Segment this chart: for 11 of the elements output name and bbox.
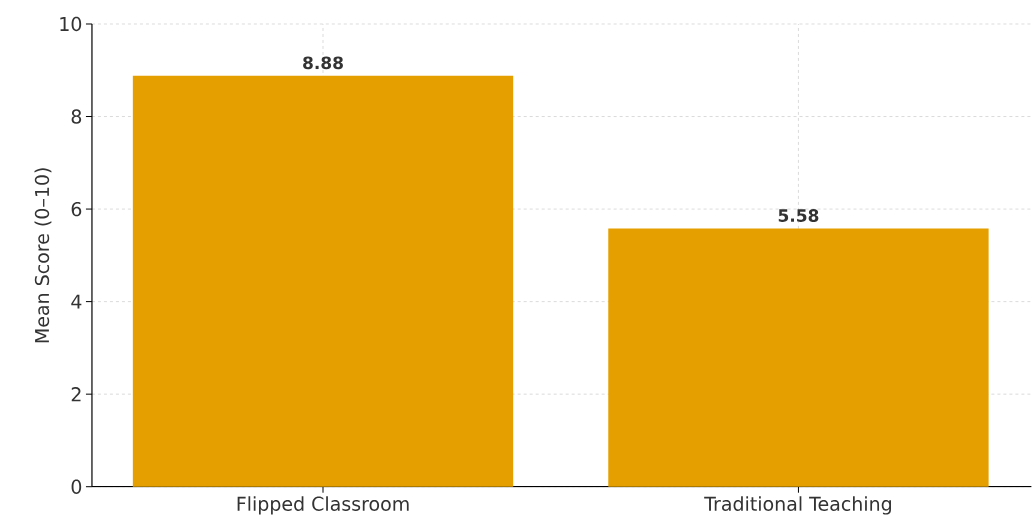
y-tick-label: 0 <box>71 479 82 495</box>
y-tick-label: 10 <box>60 16 82 32</box>
y-tick-label: 8 <box>71 109 82 124</box>
y-tick-label: 4 <box>71 294 82 309</box>
x-tick-label: Traditional Teaching <box>704 496 891 515</box>
y-tick-label: 6 <box>71 202 82 217</box>
x-tick-label: Flipped Classroom <box>237 496 409 515</box>
y-axis-title: Mean Score (0–10) <box>34 168 52 343</box>
y-tick-label: 2 <box>71 387 81 402</box>
data-label: 8.88 <box>303 56 343 70</box>
data-label: 5.58 <box>778 209 819 223</box>
